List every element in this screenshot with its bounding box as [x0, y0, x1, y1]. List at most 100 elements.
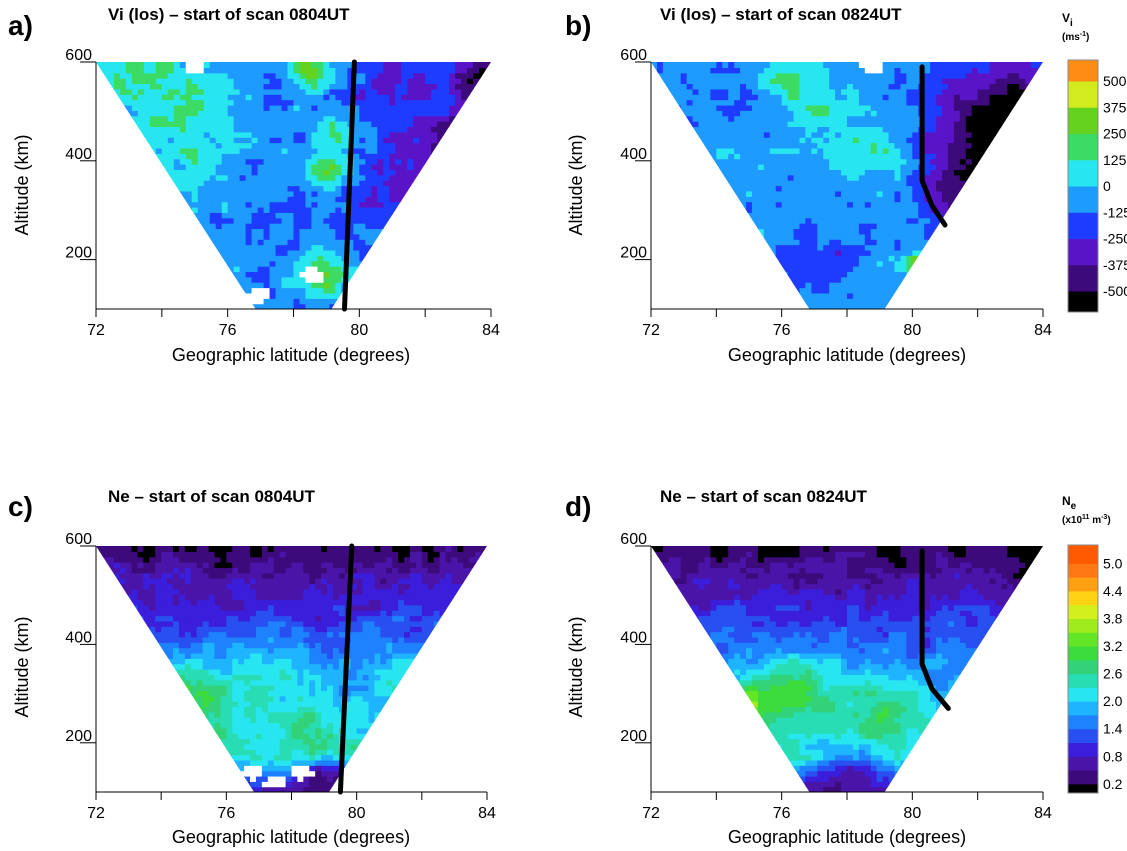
contour-cell: [864, 78, 872, 85]
contour-cell: [257, 196, 265, 203]
contour-cell: [335, 239, 342, 246]
contour-cell: [443, 78, 450, 85]
contour-cell: [101, 169, 109, 176]
contour-cell: [257, 212, 265, 219]
contour-cell: [209, 298, 217, 305]
contour-cell: [668, 158, 676, 165]
contour-cell: [353, 94, 360, 101]
contour-cell: [401, 99, 408, 106]
contour-cell: [769, 266, 777, 273]
contour-cell: [704, 185, 711, 192]
contour-cell: [131, 190, 139, 197]
contour-cell: [317, 266, 325, 273]
contour-cell: [882, 217, 890, 224]
contour-cell: [263, 137, 271, 144]
contour-cell: [131, 244, 139, 251]
contour-cell: [858, 99, 866, 106]
contour-cell: [811, 298, 818, 305]
contour-cell: [876, 223, 884, 230]
contour-cell: [467, 110, 474, 117]
contour-cell: [185, 147, 193, 154]
contour-cell: [888, 78, 896, 85]
contour-cell: [335, 174, 342, 181]
contour-cell: [751, 266, 759, 273]
contour-cell: [698, 185, 706, 192]
contour-cell: [281, 180, 289, 187]
contour-cell: [311, 147, 319, 154]
contour-cell: [125, 249, 133, 256]
contour-cell: [805, 158, 812, 165]
contour-cell: [227, 99, 235, 106]
contour-cell: [173, 201, 181, 208]
contour-cell: [864, 99, 872, 106]
contour-cell: [704, 78, 711, 85]
contour-cell: [197, 233, 205, 240]
contour-cell: [119, 153, 127, 160]
contour-cell: [882, 99, 890, 106]
contour-cell: [149, 174, 157, 181]
contour-cell: [131, 255, 139, 262]
contour-cell: [485, 94, 491, 101]
contour-cell: [221, 164, 229, 170]
contour-cell: [125, 271, 133, 278]
contour-cell: [734, 287, 741, 294]
contour-cell: [793, 249, 801, 256]
contour-cell: [437, 282, 444, 289]
contour-cell: [757, 115, 765, 122]
contour-cell: [775, 260, 783, 267]
contour-cell: [413, 217, 420, 224]
contour-cell: [674, 94, 682, 101]
contour-cell: [668, 212, 676, 219]
contour-cell: [317, 169, 325, 176]
contour-cell: [431, 212, 438, 219]
contour-cell: [353, 276, 360, 283]
contour-cell: [125, 158, 133, 165]
contour-cell: [787, 164, 795, 170]
contour-cell: [119, 104, 127, 111]
contour-cell: [233, 239, 241, 246]
contour-cell: [119, 233, 127, 240]
contour-cell: [233, 94, 241, 101]
contour-cell: [704, 249, 711, 256]
contour-cell: [371, 115, 378, 122]
contour-cell: [882, 126, 890, 133]
contour-cell: [383, 94, 390, 101]
contour-cell: [191, 212, 199, 219]
contour-cell: [852, 94, 860, 101]
contour-cell: [894, 276, 902, 283]
contour-cell: [167, 239, 175, 246]
contour-cell: [835, 276, 842, 283]
contour-cell: [311, 292, 319, 299]
contour-cell: [858, 137, 866, 144]
contour-cell: [662, 260, 670, 267]
contour-cell: [829, 298, 836, 305]
contour-cell: [281, 239, 289, 246]
contour-cell: [858, 266, 866, 273]
contour-cell: [341, 126, 348, 133]
contour-cell: [347, 217, 354, 224]
contour-cell: [341, 201, 348, 208]
contour-cell: [137, 228, 145, 235]
contour-cell: [143, 174, 151, 181]
contour-cell: [299, 147, 307, 154]
contour-cell: [835, 78, 842, 85]
contour-cell: [389, 249, 396, 256]
contour-cell: [651, 255, 658, 262]
contour-cell: [775, 249, 783, 256]
contour-cell: [443, 110, 450, 117]
contour-cell: [740, 147, 747, 154]
contour-cell: [686, 282, 694, 289]
contour-cell: [185, 142, 193, 149]
contour-cell: [473, 196, 480, 203]
contour-cell: [233, 169, 241, 176]
contour-cell: [805, 62, 812, 68]
contour-cell: [763, 88, 771, 95]
contour-cell: [167, 153, 175, 160]
contour-cell: [215, 67, 223, 74]
contour-cell: [245, 62, 253, 68]
contour-cell: [395, 244, 402, 251]
contour-cell: [651, 298, 658, 305]
contour-cell: [805, 196, 812, 203]
contour-cell: [787, 298, 795, 305]
contour-cell: [377, 121, 384, 128]
